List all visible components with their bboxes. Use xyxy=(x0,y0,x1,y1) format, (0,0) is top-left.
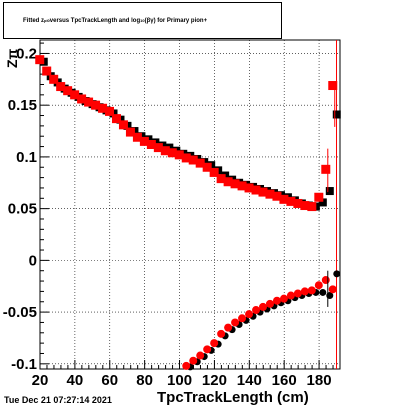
data-point-square xyxy=(300,201,310,211)
x-tick-label: 100 xyxy=(167,372,192,389)
data-point-circle xyxy=(333,270,341,278)
data-point-circle xyxy=(307,286,316,295)
markers-layer xyxy=(35,55,341,371)
data-point-circle xyxy=(279,294,288,303)
data-point-circle xyxy=(328,285,337,294)
data-point-square xyxy=(237,181,247,191)
x-tick-label: 40 xyxy=(67,372,84,389)
x-axis-label: TpcTrackLength (cm) xyxy=(157,389,309,406)
data-point-square xyxy=(230,179,240,189)
plot-title-pre: Fitted z xyxy=(23,17,44,24)
data-point-circle xyxy=(238,314,247,323)
x-tick-label: 160 xyxy=(272,372,297,389)
data-point-square xyxy=(105,106,115,116)
data-point-circle xyxy=(217,329,226,338)
x-tick-label: 80 xyxy=(136,372,153,389)
x-tick-label: 60 xyxy=(101,372,118,389)
data-point-square xyxy=(314,192,324,202)
data-point-square xyxy=(160,146,170,156)
data-point-square xyxy=(174,150,184,160)
data-point-square xyxy=(286,196,296,206)
data-point-square xyxy=(70,90,80,100)
data-point-square xyxy=(56,82,66,92)
data-point-square xyxy=(77,94,87,104)
data-point-square xyxy=(132,132,142,142)
data-point-circle xyxy=(231,318,240,327)
data-point-square xyxy=(318,198,327,207)
data-point-square xyxy=(35,55,45,65)
data-point-square xyxy=(328,81,338,91)
data-point-square xyxy=(272,191,282,201)
data-point-circle xyxy=(286,291,295,300)
data-point-square xyxy=(195,158,205,168)
data-point-square xyxy=(98,103,108,113)
data-point-circle xyxy=(189,356,198,365)
data-point-circle xyxy=(210,339,219,348)
data-point-circle xyxy=(196,351,205,360)
x-tick-label: 180 xyxy=(307,372,332,389)
data-point-square xyxy=(84,97,94,107)
data-point-circle xyxy=(265,299,274,308)
data-point-circle xyxy=(203,345,212,354)
plot-title-sub2: 10 xyxy=(140,18,145,23)
data-point-square xyxy=(216,174,226,184)
data-point-square xyxy=(293,198,303,208)
axes: 20 40 60 80 100 120 140 160 180 -0.1 -0.05 0 0.05 0.1… xyxy=(3,39,341,389)
y-axis-label: Zπ xyxy=(4,48,20,68)
data-point-square xyxy=(118,120,128,130)
data-point-square xyxy=(91,100,101,110)
data-point-square xyxy=(279,194,289,204)
data-point-circle xyxy=(252,306,261,315)
data-point-square xyxy=(139,136,149,146)
data-point-circle xyxy=(293,289,302,298)
data-point-square xyxy=(209,167,219,177)
timestamp: Tue Dec 21 07:27:14 2021 xyxy=(4,395,112,405)
data-point-circle xyxy=(314,281,323,290)
data-point-square xyxy=(265,189,275,199)
x-tick-label: 140 xyxy=(237,372,262,389)
data-point-circle xyxy=(245,310,254,319)
data-point-circle xyxy=(224,323,233,332)
data-point-square xyxy=(223,177,233,187)
data-point-circle xyxy=(321,276,330,285)
data-point-square xyxy=(181,153,191,163)
data-point-square xyxy=(307,202,317,212)
data-point-square xyxy=(188,155,198,165)
y-tick-label: 0 xyxy=(29,252,37,269)
data-point-square xyxy=(146,139,156,149)
data-point-square xyxy=(258,187,268,197)
y-tick-label: 0.05 xyxy=(8,201,37,218)
data-point-circle xyxy=(272,296,281,305)
plot-title-box: Fitted z pi0 versus TpcTrackLength and l… xyxy=(3,2,282,39)
data-point-square xyxy=(63,86,73,96)
x-tick-label: 120 xyxy=(202,372,227,389)
y-tick-label: -0.1 xyxy=(11,356,37,373)
data-point-square xyxy=(49,74,59,84)
plot-title-sub: pi0 xyxy=(44,18,50,23)
data-point-square xyxy=(125,127,135,137)
data-point-square xyxy=(111,114,121,124)
data-point-circle xyxy=(319,288,327,296)
data-point-square xyxy=(325,187,334,196)
data-point-square xyxy=(251,185,261,195)
data-point-square xyxy=(202,162,212,172)
data-point-square xyxy=(332,110,341,119)
plot-title-mid: versus TpcTrackLength and log xyxy=(49,17,141,24)
y-tick-label: -0.05 xyxy=(3,304,37,321)
plot-title-post: (βγ) for Primary pion+ xyxy=(144,17,208,24)
data-point-square xyxy=(167,148,177,158)
y-tick-label: 0.2 xyxy=(16,45,37,62)
data-point-square xyxy=(321,164,331,174)
data-point-circle xyxy=(300,287,309,296)
data-point-square xyxy=(244,183,254,193)
data-point-circle xyxy=(259,302,267,311)
y-tick-label: 0.15 xyxy=(8,97,37,114)
x-tick-label: 20 xyxy=(32,372,49,389)
data-point-square xyxy=(42,66,52,76)
data-point-circle xyxy=(182,361,191,370)
data-point-square xyxy=(153,143,163,153)
y-tick-label: 0.1 xyxy=(16,149,37,166)
